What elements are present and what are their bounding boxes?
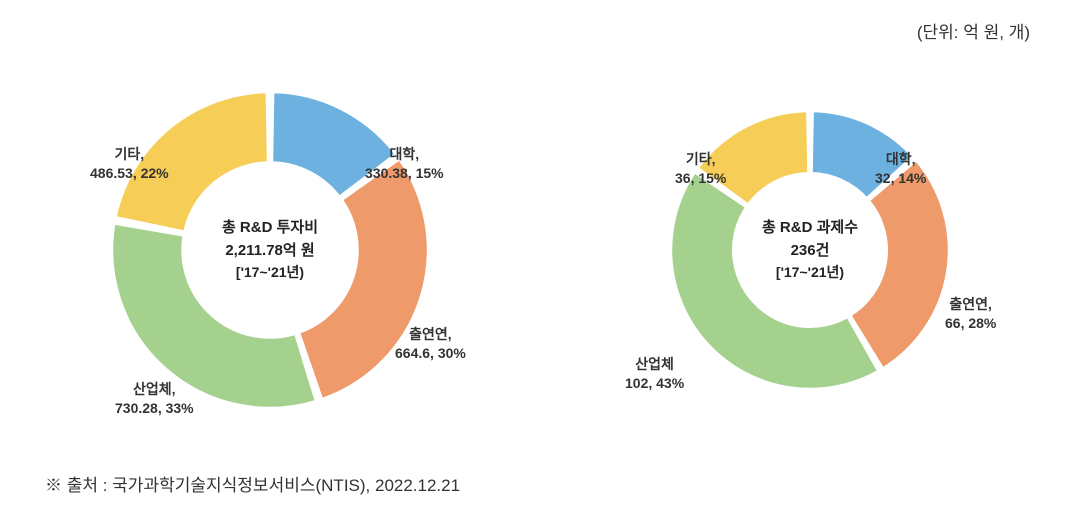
source-note: ※ 출처 : 국가과학기술지식정보서비스(NTIS), 2022.12.21: [45, 471, 460, 496]
donut-left-label-other: 기타,486.53, 22%: [90, 145, 169, 183]
donut-left-label-univ-name: 대학,: [365, 145, 444, 164]
charts-row: 총 R&D 투자비 2,211.78억 원 ['17~'21년) 대학,330.…: [0, 40, 1080, 460]
donut-left-label-other-name: 기타,: [90, 145, 169, 164]
donut-right-label-other-value: 36, 15%: [675, 169, 726, 188]
donut-right-label-univ: 대학,32, 14%: [875, 150, 926, 188]
donut-right-label-inst: 출연연,66, 28%: [945, 295, 996, 333]
donut-right-label-inst-value: 66, 28%: [945, 314, 996, 333]
donut-right-label-other: 기타,36, 15%: [675, 150, 726, 188]
donut-right-center-line1: 총 R&D 과제수: [762, 216, 858, 239]
donut-right-center-line2: 236건: [791, 239, 830, 262]
donut-left: 총 R&D 투자비 2,211.78억 원 ['17~'21년) 대학,330.…: [105, 85, 435, 415]
donut-left-center-line3: ['17~'21년): [236, 262, 304, 284]
donut-right-label-ind-value: 102, 43%: [625, 374, 684, 393]
donut-left-label-ind: 산업체,730.28, 33%: [115, 380, 194, 418]
donut-right-label-inst-name: 출연연,: [945, 295, 996, 314]
donut-right-center-line3: ['17~'21년): [776, 262, 844, 284]
chart-left-container: 총 R&D 투자비 2,211.78억 원 ['17~'21년) 대학,330.…: [0, 40, 540, 460]
donut-right-label-ind: 산업체102, 43%: [625, 355, 684, 393]
donut-left-center-line2: 2,211.78억 원: [225, 239, 314, 262]
donut-right-label-other-name: 기타,: [675, 150, 726, 169]
donut-right-label-ind-name: 산업체: [625, 355, 684, 374]
donut-right: 총 R&D 과제수 236건 ['17~'21년) 대학,32, 14%출연연,…: [665, 105, 955, 395]
donut-right-label-univ-name: 대학,: [875, 150, 926, 169]
donut-left-label-univ: 대학,330.38, 15%: [365, 145, 444, 183]
donut-left-label-univ-value: 330.38, 15%: [365, 164, 444, 183]
chart-right-container: 총 R&D 과제수 236건 ['17~'21년) 대학,32, 14% 출연연,…: [540, 40, 1080, 460]
donut-right-label-univ-value: 32, 14%: [875, 169, 926, 188]
donut-left-label-ind-name: 산업체,: [115, 380, 194, 399]
donut-left-label-other-value: 486.53, 22%: [90, 164, 169, 183]
donut-left-center: 총 R&D 투자비 2,211.78억 원 ['17~'21년): [105, 85, 435, 415]
donut-left-label-inst-value: 664.6, 30%: [395, 344, 466, 363]
donut-left-label-inst: 출연연,664.6, 30%: [395, 325, 466, 363]
donut-left-center-line1: 총 R&D 투자비: [222, 216, 318, 239]
donut-left-label-inst-name: 출연연,: [395, 325, 466, 344]
donut-right-center: 총 R&D 과제수 236건 ['17~'21년): [665, 105, 955, 395]
donut-left-label-ind-value: 730.28, 33%: [115, 399, 194, 418]
